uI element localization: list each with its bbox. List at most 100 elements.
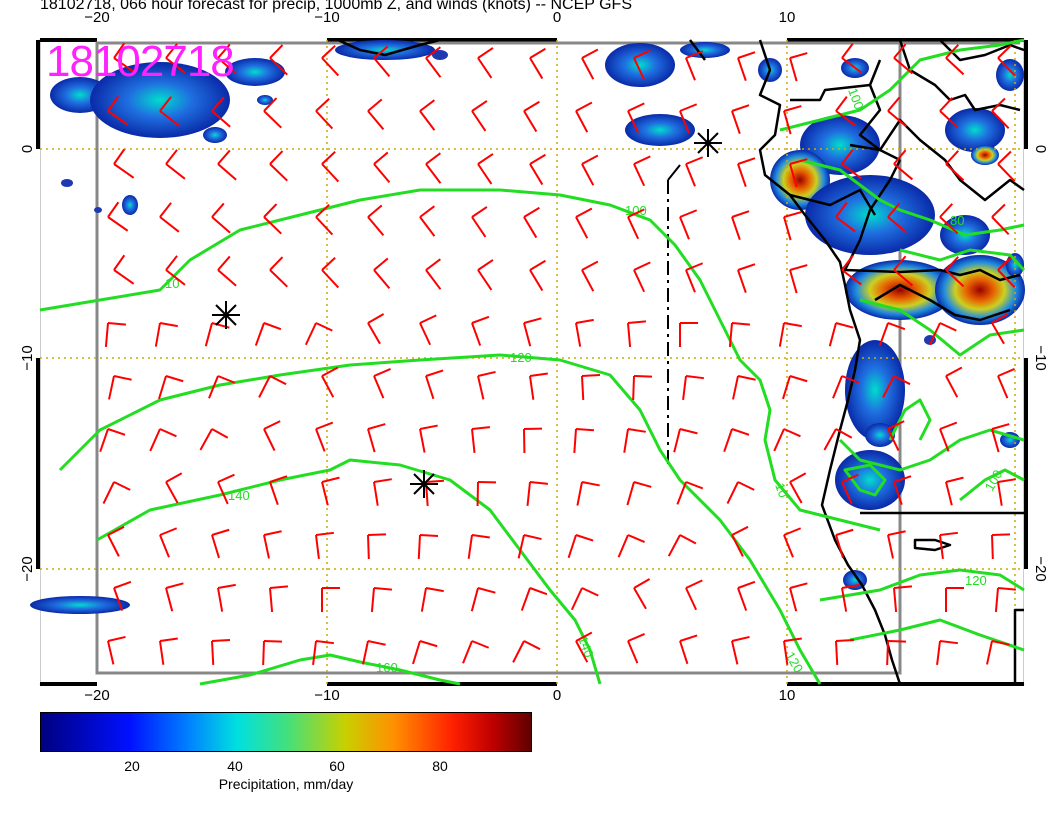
wind-barb-staff <box>217 481 229 505</box>
wind-barb-staff <box>789 163 798 188</box>
wind-barb-staff <box>575 322 582 347</box>
wind-barb-staff <box>315 428 326 452</box>
wind-barb-staff <box>783 534 794 558</box>
colorbar-tick: 20 <box>124 758 140 774</box>
wind-barb-flag <box>581 587 599 597</box>
wind-barb-staff <box>581 163 595 186</box>
wind-barb-staff <box>211 110 231 128</box>
wind-barb-staff <box>887 110 908 128</box>
wind-barb-flag <box>419 314 437 324</box>
wind-barb-flag <box>945 476 964 483</box>
wind-barb-flag <box>991 533 1011 536</box>
wind-barb-flag <box>367 533 387 536</box>
wind-barb-flag <box>419 99 435 112</box>
wind-barb-staff <box>370 587 375 612</box>
wind-barb-staff <box>263 110 282 129</box>
wind-barb-flag <box>731 525 749 536</box>
wind-barb-staff <box>581 375 585 401</box>
wind-barb-flag <box>731 210 750 218</box>
wind-barb-staff <box>575 216 589 239</box>
wind-barb-staff <box>737 57 747 82</box>
wind-barb-flag <box>419 424 438 430</box>
wind-barb-flag <box>939 203 954 218</box>
wind-barb-flag <box>269 475 288 483</box>
wind-barb-staff <box>633 57 646 81</box>
wind-barb-flag <box>575 318 594 324</box>
wind-barb-flag <box>997 478 1016 483</box>
wind-barb-staff <box>471 216 487 238</box>
wind-barb-flag <box>633 261 651 271</box>
wind-barb-flag <box>321 44 336 59</box>
wind-barb-flag <box>425 479 445 483</box>
wind-barb-staff <box>567 534 577 559</box>
wind-barb-flag <box>425 152 441 165</box>
wind-barb-staff <box>254 322 265 346</box>
lat-tick-left: −10 <box>19 345 36 370</box>
svg-text:140: 140 <box>228 488 250 503</box>
wind-barb-flag <box>789 472 807 483</box>
wind-barb-flag <box>263 640 283 643</box>
wind-barb-flag <box>685 156 704 165</box>
wind-barb-staff <box>529 269 544 292</box>
wind-barb-flag <box>627 102 645 112</box>
wind-barb-staff <box>887 428 900 452</box>
wind-barb-staff <box>420 587 427 612</box>
wind-barb-staff <box>945 269 965 288</box>
wind-barb-flag <box>211 96 225 112</box>
wind-barb-flag <box>783 637 802 642</box>
wind-barb-flag <box>217 375 236 384</box>
wind-barb-staff <box>841 269 862 286</box>
wind-barb-flag <box>419 640 438 648</box>
wind-barb-staff <box>886 640 889 666</box>
wind-barb-flag <box>679 103 698 112</box>
wind-barb-flag <box>945 44 960 59</box>
wind-barb-staff <box>425 375 435 400</box>
wind-barb-flag <box>887 202 901 218</box>
wind-barb-flag <box>477 370 496 377</box>
lon-tick-top: −10 <box>314 9 339 26</box>
colorbar-tick: 80 <box>432 758 448 774</box>
wind-barb-staff <box>263 216 282 235</box>
wind-barb-flag <box>113 375 132 381</box>
wind-barb-flag <box>107 201 120 218</box>
wind-barb-flag <box>471 206 488 218</box>
wind-barb-staff <box>945 163 965 182</box>
wind-barb-staff <box>158 375 167 400</box>
wind-barb-staff <box>417 534 421 560</box>
wind-barb-flag <box>321 256 336 271</box>
wind-barb-staff <box>682 375 687 400</box>
wind-barb-flag <box>575 207 593 218</box>
wind-barb-staff <box>373 375 385 399</box>
wind-barb-staff <box>570 587 583 611</box>
wind-barb-flag <box>991 313 1009 324</box>
wind-barb-flag <box>113 481 131 491</box>
wind-barb-staff <box>512 640 525 663</box>
wind-barb-flag <box>159 202 172 218</box>
wind-barb-staff <box>828 322 837 347</box>
wind-barb-flag <box>887 530 906 536</box>
wind-barb-flag <box>737 263 756 271</box>
wind-barb-staff <box>321 481 329 506</box>
wind-barb-flag <box>113 42 126 59</box>
wind-barb-staff <box>217 587 224 612</box>
lat-tick-right: −20 <box>1032 556 1049 581</box>
wind-barb-staff <box>367 322 381 345</box>
wind-barb-flag <box>263 420 281 430</box>
wind-barb-flag <box>991 423 1010 430</box>
wind-barb-flag <box>315 640 334 645</box>
wind-barb-flag <box>627 428 646 433</box>
wind-barb-staff <box>997 57 1016 76</box>
coastline <box>337 38 1025 685</box>
wind-barb-staff <box>477 57 493 79</box>
wind-barb-staff <box>841 481 853 505</box>
wind-barb-flag <box>523 640 541 651</box>
wind-barb-flag <box>685 481 704 490</box>
wind-barb-staff <box>737 269 747 294</box>
wind-barb-staff <box>425 269 442 290</box>
wind-barb-staff <box>269 57 288 76</box>
wind-barb-staff <box>773 428 785 452</box>
wind-barb-staff <box>667 534 681 557</box>
wind-barb-flag <box>165 472 183 483</box>
wind-barb-flag <box>263 97 278 112</box>
wind-barb-staff <box>113 587 124 611</box>
